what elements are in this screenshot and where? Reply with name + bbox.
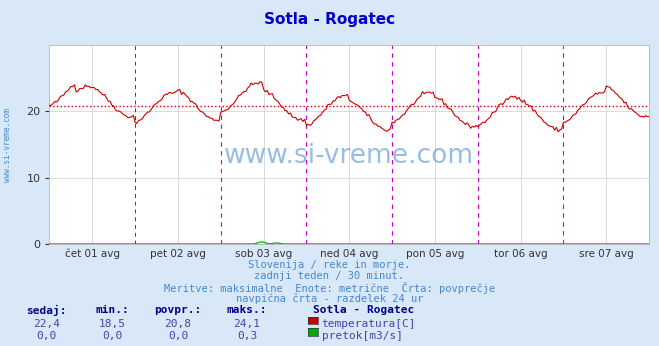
Text: pretok[m3/s]: pretok[m3/s] bbox=[322, 331, 403, 341]
Text: 0,0: 0,0 bbox=[36, 331, 56, 341]
Text: Sotla - Rogatec: Sotla - Rogatec bbox=[313, 305, 415, 315]
Text: 0,3: 0,3 bbox=[237, 331, 257, 341]
Text: Sotla - Rogatec: Sotla - Rogatec bbox=[264, 12, 395, 27]
Text: Slovenija / reke in morje.: Slovenija / reke in morje. bbox=[248, 260, 411, 270]
Text: min.:: min.: bbox=[95, 305, 129, 315]
Text: navpična črta - razdelek 24 ur: navpična črta - razdelek 24 ur bbox=[236, 293, 423, 304]
Text: www.si-vreme.com: www.si-vreme.com bbox=[224, 143, 474, 170]
Text: 20,8: 20,8 bbox=[165, 319, 191, 329]
Text: sedaj:: sedaj: bbox=[26, 305, 67, 316]
Text: www.si-vreme.com: www.si-vreme.com bbox=[3, 108, 13, 182]
Text: 18,5: 18,5 bbox=[99, 319, 125, 329]
Text: 0,0: 0,0 bbox=[168, 331, 188, 341]
Text: 22,4: 22,4 bbox=[33, 319, 59, 329]
Text: Meritve: maksimalne  Enote: metrične  Črta: povprečje: Meritve: maksimalne Enote: metrične Črta… bbox=[164, 282, 495, 294]
Text: temperatura[C]: temperatura[C] bbox=[322, 319, 416, 329]
Text: 24,1: 24,1 bbox=[234, 319, 260, 329]
Text: povpr.:: povpr.: bbox=[154, 305, 202, 315]
Text: zadnji teden / 30 minut.: zadnji teden / 30 minut. bbox=[254, 271, 405, 281]
Text: 0,0: 0,0 bbox=[102, 331, 122, 341]
Text: maks.:: maks.: bbox=[227, 305, 268, 315]
